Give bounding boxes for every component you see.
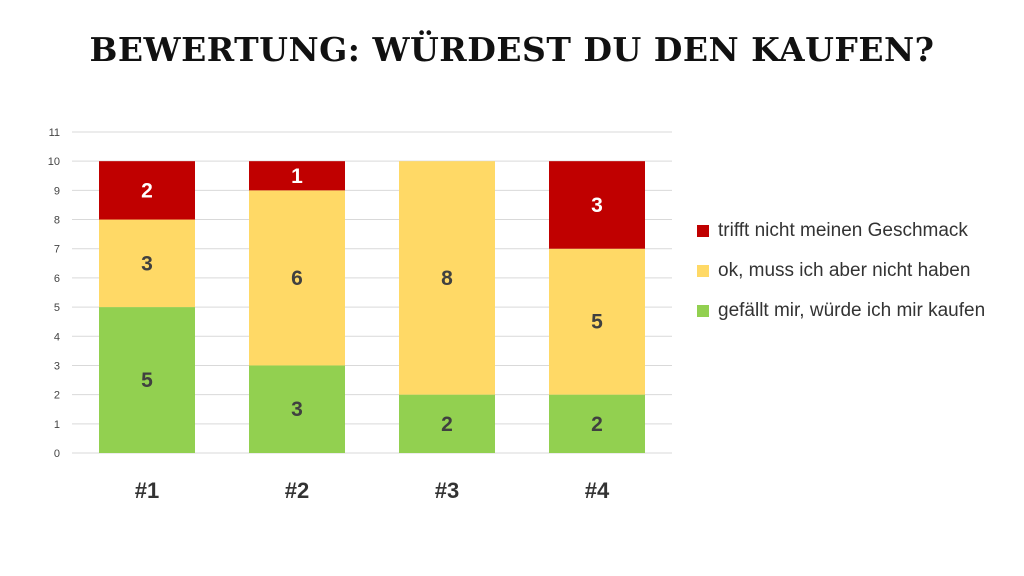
bar-segment [249, 365, 345, 453]
data-labels: 5 3 2 3 6 1 2 8 2 5 3 [141, 165, 603, 436]
legend-swatch-red [697, 225, 709, 237]
bar-segment [249, 161, 345, 191]
y-tick-label: 2 [54, 390, 60, 402]
bar-segment [249, 190, 345, 366]
data-label: 1 [291, 165, 303, 188]
bar-segment [549, 161, 645, 249]
data-label: 2 [141, 179, 153, 202]
y-tick-label: 3 [54, 360, 60, 372]
legend-label: trifft nicht meinen Geschmack [718, 220, 968, 241]
legend-swatch-yellow [697, 265, 709, 277]
y-tick-label: 4 [54, 331, 60, 343]
bar-segment [549, 248, 645, 395]
x-category-label: #3 [435, 478, 459, 503]
y-tick-label: 1 [54, 419, 60, 431]
y-tick-label: 0 [54, 448, 60, 460]
data-label: 2 [591, 413, 603, 436]
legend-item-not-my-taste: trifft nicht meinen Geschmack [697, 216, 997, 246]
data-label: 2 [441, 413, 453, 436]
data-label: 5 [591, 311, 603, 334]
legend-label: ok, muss ich aber nicht haben [718, 260, 971, 281]
x-axis-categories: #1 #2 #3 #4 [135, 478, 610, 503]
y-tick-label: 9 [54, 185, 60, 197]
legend-label: gefällt mir, würde ich mir kaufen [718, 300, 986, 321]
legend: trifft nicht meinen Geschmack ok, muss i… [697, 216, 997, 336]
x-category-label: #2 [285, 478, 309, 503]
legend-swatch-green [697, 305, 709, 317]
y-tick-label: 5 [54, 302, 60, 314]
data-label: 6 [291, 267, 303, 290]
bar-segment [399, 394, 495, 453]
y-tick-label: 6 [54, 273, 60, 285]
y-tick-label: 10 [48, 156, 60, 168]
data-label: 3 [591, 194, 603, 217]
data-label: 3 [141, 252, 153, 275]
bars [99, 161, 645, 453]
legend-item-would-buy: gefällt mir, würde ich mir kaufen [697, 296, 997, 326]
data-label: 5 [141, 369, 153, 392]
y-tick-label: 11 [49, 127, 60, 139]
bar-segment [549, 394, 645, 453]
x-category-label: #4 [585, 478, 610, 503]
legend-item-ok: ok, muss ich aber nicht haben [697, 256, 997, 286]
bar-segment [99, 219, 195, 308]
y-tick-label: 7 [54, 244, 60, 256]
x-category-label: #1 [135, 478, 159, 503]
chart-title: BEWERTUNG: WÜRDEST DU DEN KAUFEN? [89, 30, 935, 69]
bar-segment [99, 161, 195, 220]
bar-segment [399, 161, 495, 395]
data-label: 3 [291, 398, 303, 421]
data-label: 8 [441, 267, 453, 290]
y-axis-ticks: 0 1 2 3 4 5 6 7 8 9 10 11 [48, 127, 60, 460]
y-tick-label: 8 [54, 215, 60, 227]
bar-segment [99, 307, 195, 453]
